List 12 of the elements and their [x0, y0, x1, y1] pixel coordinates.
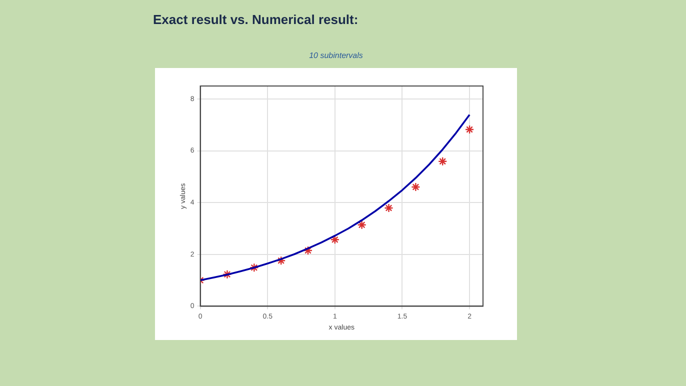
point [438, 156, 448, 166]
point [464, 124, 474, 134]
point [303, 246, 313, 256]
point [411, 182, 420, 192]
point [330, 235, 340, 244]
chart-subtitle: 10 subintervals [308, 51, 364, 60]
point [222, 270, 232, 279]
point [276, 256, 286, 266]
chart-title: Exact result vs. Numerical result: [153, 12, 358, 27]
point [357, 220, 366, 230]
point [250, 263, 259, 272]
point [384, 203, 394, 213]
